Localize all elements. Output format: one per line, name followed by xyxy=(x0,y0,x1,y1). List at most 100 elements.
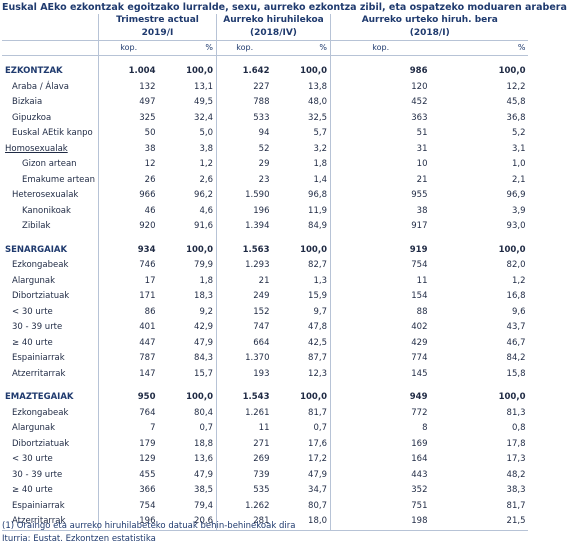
cell-count: 271 xyxy=(215,436,273,452)
row-label: EMAZTEGAIAK xyxy=(5,392,74,402)
cell-count: 1.293 xyxy=(215,258,273,274)
cell-count: 31 xyxy=(329,141,431,157)
cell-count: 8 xyxy=(329,421,431,437)
cell-percent: 17,3 xyxy=(506,454,526,464)
cell-percent: 13,1 xyxy=(194,81,213,92)
cell-percent: 9,2 xyxy=(199,306,213,317)
cell-count: 21 xyxy=(329,172,431,188)
cell-count: 193 xyxy=(215,366,273,382)
cell-count: 774 xyxy=(329,351,431,367)
table-row: Ezkongabeak 764 80,4 1.261 81,7 772 81,3 xyxy=(2,405,528,421)
cell-count: 52 xyxy=(215,141,273,157)
cell-count: 1.262 xyxy=(215,498,273,514)
cell-percent: 79,4 xyxy=(194,500,213,511)
cell-count: 179 xyxy=(97,436,159,452)
table-row: Espainiarrak 787 84,3 1.370 87,7 774 84,2 xyxy=(2,351,528,367)
cell-count: 11 xyxy=(329,273,431,289)
table-row: Gipuzkoa 325 32,4 533 32,5 363 36,8 xyxy=(2,110,528,126)
cell-count: 751 xyxy=(329,498,431,514)
cell-count: 86 xyxy=(97,304,159,320)
header-blank xyxy=(2,14,98,27)
table-row: Emakume artean 26 2,6 23 1,4 21 2,1 xyxy=(2,172,528,188)
cell-count: 455 xyxy=(97,467,159,483)
cell-count: 29 xyxy=(215,157,273,173)
cell-count: 21 xyxy=(215,273,273,289)
cell-percent: 96,2 xyxy=(194,190,213,200)
table-row: Gizon artean 12 1,2 29 1,8 10 1,0 xyxy=(2,157,528,173)
cell-percent: 0,7 xyxy=(313,423,327,433)
cell-percent: 82,0 xyxy=(506,260,526,270)
table-row: EZKONTZAK 1.004 100,0 1.642 100,0 986 100,0 xyxy=(2,64,528,80)
cell-percent: 32,5 xyxy=(308,112,327,123)
units-blank xyxy=(2,40,99,56)
cell-count: 120 xyxy=(329,79,431,95)
cell-count: 754 xyxy=(329,258,431,274)
cell-percent: 5,0 xyxy=(199,128,213,138)
cell-count: 198 xyxy=(329,514,431,531)
cell-count: 966 xyxy=(97,188,159,204)
cell-count: 788 xyxy=(215,95,273,111)
row-label: < 30 urte xyxy=(12,454,53,464)
cell-percent: 18,8 xyxy=(194,438,213,449)
unit-pct: % xyxy=(158,40,217,56)
table-row: Dibortziatuak 171 18,3 249 15,9 154 16,8 xyxy=(2,289,528,305)
header-blank xyxy=(2,27,98,41)
table-row: Zibilak 920 91,6 1.394 84,9 917 93,0 xyxy=(2,219,528,235)
cell-count: 38 xyxy=(97,141,159,157)
row-label: Zibilak xyxy=(22,221,51,231)
row-label: 30 - 39 urte xyxy=(12,322,63,332)
cell-percent: 3,2 xyxy=(313,143,327,154)
unit-kop: kop. xyxy=(329,40,431,56)
cell-percent: 80,7 xyxy=(308,500,327,511)
row-label: Ezkongabeak xyxy=(12,260,69,270)
cell-percent: 100,0 xyxy=(498,244,526,255)
cell-count: 1.590 xyxy=(215,188,273,204)
cell-percent: 12,3 xyxy=(308,368,327,379)
cell-count: 147 xyxy=(97,366,159,382)
cell-percent: 46,7 xyxy=(506,337,526,348)
cell-percent: 21,5 xyxy=(430,514,529,531)
cell-percent: 87,7 xyxy=(308,353,327,363)
row-label: Bizkaia xyxy=(12,97,43,107)
cell-percent: 5,7 xyxy=(313,128,327,138)
cell-count: 132 xyxy=(97,79,159,95)
cell-percent: 42,5 xyxy=(308,337,327,348)
marriages-table: Trimestre actual Aurreko hiruhilekoa Aur… xyxy=(2,14,529,531)
table-row: ≥ 40 urte 447 47,9 664 42,5 429 46,7 xyxy=(2,335,528,351)
row-label: Atzerritarrak xyxy=(2,514,99,531)
cell-count: 352 xyxy=(329,483,431,499)
cell-count: 1.261 xyxy=(215,405,273,421)
cell-percent: 12,2 xyxy=(506,81,526,92)
cell-count: 497 xyxy=(97,95,159,111)
cell-percent: 2,6 xyxy=(199,174,213,185)
cell-count: 51 xyxy=(329,126,431,142)
row-label: Homosexualak xyxy=(5,143,68,154)
cell-percent: 1,3 xyxy=(313,275,327,286)
cell-percent: 3,8 xyxy=(199,143,213,154)
cell-percent: 17,8 xyxy=(506,438,526,449)
table-row: Homosexualak 38 3,8 52 3,2 31 3,1 xyxy=(2,141,528,157)
cell-count: 429 xyxy=(329,335,431,351)
cell-percent: 45,8 xyxy=(506,97,526,107)
cell-count: 363 xyxy=(329,110,431,126)
cell-percent: 79,9 xyxy=(194,260,213,270)
cell-percent: 48,2 xyxy=(506,469,526,480)
cell-count: 171 xyxy=(97,289,159,305)
table-row: Alargunak 17 1,8 21 1,3 11 1,2 xyxy=(2,273,528,289)
cell-count: 11 xyxy=(215,421,273,437)
cell-count: 747 xyxy=(215,320,273,336)
cell-percent: 81,7 xyxy=(506,500,526,511)
cell-percent: 38,5 xyxy=(194,485,213,495)
cell-count: 366 xyxy=(97,483,159,499)
cell-count: 746 xyxy=(97,258,159,274)
cell-percent: 84,2 xyxy=(506,353,526,363)
table-row: Ezkongabeak 746 79,9 1.293 82,7 754 82,0 xyxy=(2,258,528,274)
cell-percent: 49,5 xyxy=(194,97,213,107)
cell-percent: 1,0 xyxy=(511,159,526,169)
cell-percent: 32,4 xyxy=(194,112,213,123)
cell-percent: 13,8 xyxy=(308,81,327,92)
table-row: Alargunak 7 0,7 11 0,7 8 0,8 xyxy=(2,421,528,437)
cell-percent: 100,0 xyxy=(300,244,327,255)
cell-count: 772 xyxy=(329,405,431,421)
cell-count: 950 xyxy=(97,390,159,406)
